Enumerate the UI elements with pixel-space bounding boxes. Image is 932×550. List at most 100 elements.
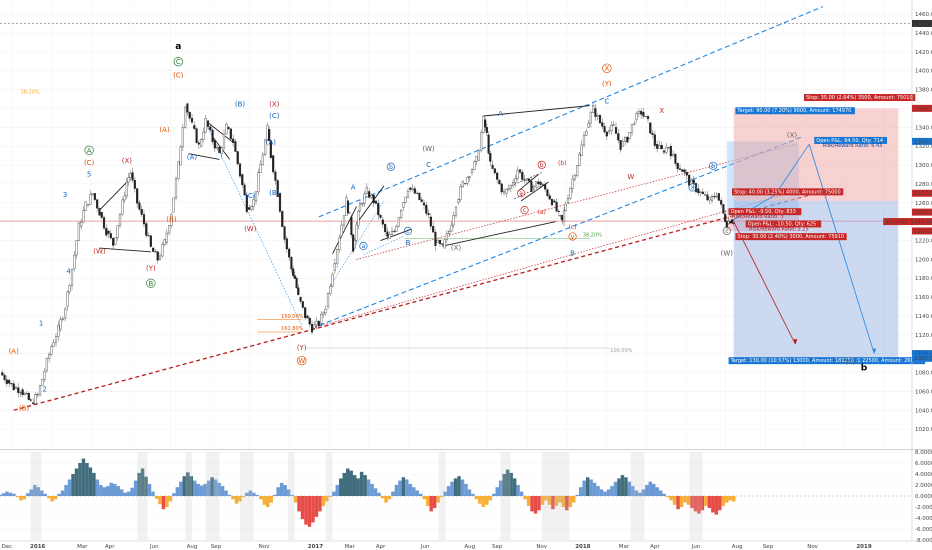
support-trendline — [13, 194, 810, 411]
long-stop-label-box — [735, 233, 847, 241]
candle — [96, 199, 99, 209]
price-highlight-box — [912, 19, 932, 27]
osc-shade — [630, 452, 645, 540]
candle — [140, 209, 143, 215]
candle — [466, 177, 469, 184]
wave-circle — [359, 241, 368, 251]
candle — [278, 193, 282, 212]
candle — [313, 324, 316, 329]
candle — [420, 199, 423, 202]
osc-bar — [485, 496, 489, 505]
candle — [713, 195, 716, 198]
candle — [425, 204, 428, 214]
candle — [324, 309, 327, 314]
panel-divider — [0, 449, 932, 450]
wave-circle — [722, 226, 731, 235]
osc-shade — [438, 452, 446, 540]
candle — [379, 214, 382, 218]
short-target-label: Target: 130.00 (10.57%) 13000, Amount: 1… — [730, 358, 924, 364]
osc-bar — [725, 496, 729, 503]
osc-bar — [672, 496, 677, 505]
candle — [310, 323, 314, 333]
price-highlight-label: 1230.00 — [914, 229, 932, 235]
wave-label: (C) — [84, 159, 95, 167]
wave-label: A — [498, 110, 503, 118]
candle — [512, 182, 515, 186]
osc-tick-label: 6.0000 — [915, 461, 932, 467]
candle — [82, 210, 85, 223]
wave-label: (B) — [235, 101, 246, 109]
osc-bar — [492, 493, 496, 496]
candle — [393, 230, 396, 232]
candle — [68, 285, 71, 293]
osc-bar — [512, 478, 517, 496]
candle — [635, 113, 638, 120]
osc-bar — [415, 490, 420, 496]
osc-bar — [276, 487, 280, 496]
candle — [211, 129, 214, 143]
osc-bar — [481, 496, 486, 507]
osc-bar — [60, 490, 65, 496]
time-tick-label: Apr — [105, 544, 115, 550]
wave-label: (W) — [721, 250, 734, 258]
time-tick-label: Nov — [807, 544, 818, 550]
price-highlight-box — [912, 189, 932, 197]
candle — [43, 371, 46, 380]
long-rr-label: Risk/Reward Ratio: 3.25 — [749, 227, 809, 233]
candle — [493, 168, 496, 174]
candle — [163, 239, 166, 245]
wave-segment — [517, 174, 539, 192]
candle — [177, 161, 180, 179]
osc-bar — [464, 483, 468, 496]
candle — [555, 201, 558, 212]
osc-bar — [731, 496, 736, 502]
candle — [653, 134, 656, 146]
candle — [454, 206, 458, 216]
candle — [395, 226, 398, 232]
candle — [377, 203, 380, 216]
osc-shade — [240, 452, 254, 540]
long-stop-label: Stop: 30.00 (2.40%) 3000, Amount: 75910 — [737, 234, 844, 240]
price-tick-label: 1160.00 — [915, 295, 932, 301]
candle — [406, 190, 410, 198]
price-tick-label: 1280.00 — [915, 182, 932, 188]
candle — [333, 263, 336, 271]
candle — [537, 181, 540, 184]
wave-label: (X) — [122, 157, 133, 165]
osc-bar — [551, 496, 555, 510]
osc-bar — [467, 489, 472, 496]
price-highlight-label: 1100.00 — [914, 351, 932, 357]
osc-bar — [572, 496, 576, 503]
price-tick-label: 1200.00 — [915, 257, 932, 263]
wave-label: (Y) — [297, 344, 307, 352]
osc-bar — [165, 496, 169, 507]
osc-bar — [498, 480, 503, 496]
price-tick-label: 1080.00 — [915, 371, 932, 377]
osc-bar — [443, 491, 447, 496]
candle — [152, 247, 155, 252]
osc-bar — [95, 479, 100, 496]
osc-bar — [380, 496, 385, 499]
wave-line — [328, 200, 385, 288]
candle — [19, 392, 22, 394]
candle — [546, 189, 549, 196]
candle — [569, 188, 572, 199]
osc-bar — [297, 496, 301, 512]
candle — [202, 131, 205, 140]
candle — [381, 219, 384, 225]
short-stop2-label-box — [732, 188, 844, 196]
osc-bar — [707, 496, 712, 509]
osc-tick-label: -6.0000 — [915, 527, 932, 533]
wave-label: 2 — [42, 385, 46, 393]
osc-bar — [81, 458, 86, 496]
fib-label: 150.00% — [281, 314, 303, 320]
candle — [701, 191, 704, 195]
osc-shade — [185, 452, 192, 540]
candle — [397, 217, 400, 227]
osc-bar — [74, 468, 79, 496]
candle — [646, 116, 650, 120]
wave-segment — [99, 181, 128, 211]
candle — [637, 111, 640, 114]
wave-circle — [520, 206, 529, 215]
